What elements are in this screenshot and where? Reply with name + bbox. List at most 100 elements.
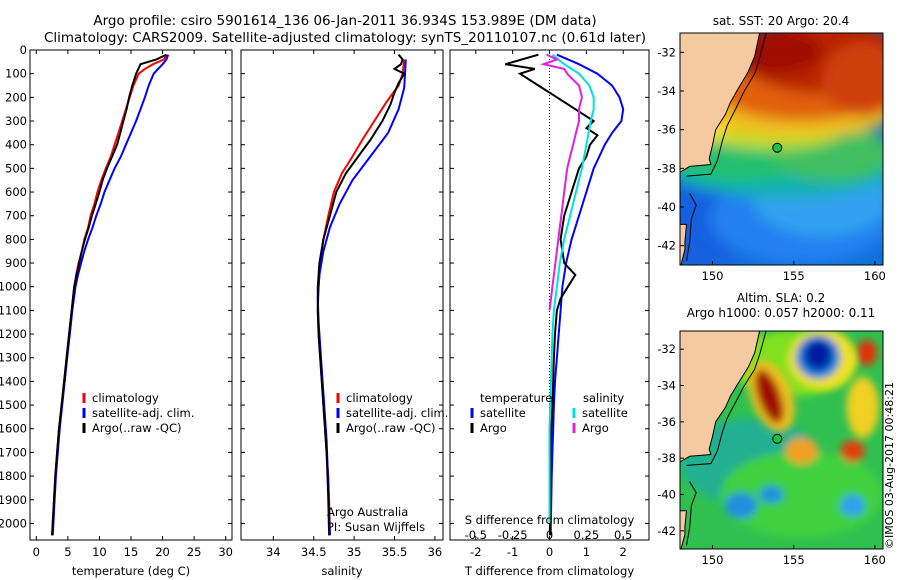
y-tick-label: 100 xyxy=(5,67,27,81)
field-blob xyxy=(840,440,865,462)
x-tick-label: 35 xyxy=(347,545,362,559)
map-field xyxy=(680,33,883,265)
map-y-tick-label: -32 xyxy=(657,342,676,356)
y-tick-label: 800 xyxy=(5,232,27,246)
series-line-argo xyxy=(505,53,599,536)
legend-label: Argo(..raw -QC) xyxy=(92,421,182,435)
y-tick-label: 500 xyxy=(5,161,27,175)
map-x-tick-label: 150 xyxy=(702,553,724,567)
x-axis-label: salinity xyxy=(321,564,362,578)
x-tick-label: 1 xyxy=(583,545,590,559)
eddy-cold-core xyxy=(803,339,833,371)
legend-label: climatology xyxy=(92,391,159,405)
x-tick-label: 20 xyxy=(155,545,170,559)
sla-map-title: Altim. SLA: 0.2 xyxy=(737,291,825,305)
shelf-contour xyxy=(686,33,767,177)
salinity-series-line-argo xyxy=(540,53,583,311)
legend-label: satellite xyxy=(480,406,526,420)
credit-line2: PI: Susan Wijffels xyxy=(327,520,425,534)
shelf-contour-south xyxy=(686,193,697,262)
plot-area xyxy=(241,50,443,540)
y-tick-label: 600 xyxy=(5,185,27,199)
figure-title-line1: Argo profile: csiro 5901614_136 06-Jan-2… xyxy=(93,13,596,29)
x-tick-label: 0 xyxy=(33,545,40,559)
y-tick-label: 2000 xyxy=(0,516,27,530)
field-blob xyxy=(785,437,819,464)
x-tick-label: 15 xyxy=(124,545,139,559)
sst-map: sat. SST: 20 Argo: 20.4 150 155 160 -32 -34 -3… xyxy=(657,14,886,283)
x-tick-label: 36 xyxy=(428,545,443,559)
x-tick-label: 2 xyxy=(620,545,627,559)
eddies xyxy=(748,331,857,432)
y-tick-label: 900 xyxy=(5,256,27,270)
map-frame xyxy=(679,330,884,550)
series-group xyxy=(316,54,407,536)
map-y-tick-label: -40 xyxy=(657,488,676,502)
series-line-satellite xyxy=(549,53,625,536)
y-tick-label: 1300 xyxy=(0,351,27,365)
map-x-tick-label: 155 xyxy=(783,553,805,567)
y-tick-label: 700 xyxy=(5,209,27,223)
map-y-tick-label: -36 xyxy=(657,415,676,429)
sst-map-title: sat. SST: 20 Argo: 20.4 xyxy=(713,14,850,28)
sla-map-subtitle: Argo h1000: 0.057 h2000: 0.11 xyxy=(687,306,876,320)
x-tick-label: 0 xyxy=(546,545,553,559)
y-tick-label: 200 xyxy=(5,90,27,104)
y-tick-label: 0 xyxy=(20,43,27,57)
top-axis-tick-label: 0.5 xyxy=(614,528,632,542)
salinity-series-line-satellite xyxy=(548,53,595,524)
x-tick-label: 10 xyxy=(92,545,107,559)
map-y-tick-label: -40 xyxy=(657,200,676,214)
plot-area xyxy=(30,50,232,540)
map-y-tick-label: -42 xyxy=(657,239,676,253)
tasmania xyxy=(680,510,688,549)
figure-title-line2: Climatology: CARS2009. Satellite-adjuste… xyxy=(44,30,646,46)
shelf-contour xyxy=(686,331,767,466)
y-tick-label: 1800 xyxy=(0,469,27,483)
map-x-tick-label: 155 xyxy=(783,269,805,283)
x-axis-label: temperature (deg C) xyxy=(72,564,190,578)
map-y-tick-label: -36 xyxy=(657,123,676,137)
y-tick-label: 1500 xyxy=(0,398,27,412)
y-tick-label: 1000 xyxy=(0,280,27,294)
salinity-panel: 34 34.5 35 35.5 36 salinity climatologysatelli… xyxy=(240,49,448,578)
legend-label: Argo(..raw -QC) xyxy=(346,421,436,435)
field-blobs xyxy=(680,33,883,265)
x-tick-label: 34.5 xyxy=(301,545,327,559)
field-blob xyxy=(846,376,879,438)
legend-label: satellite-adj. clim. xyxy=(92,406,194,420)
x-tick-label: 25 xyxy=(187,545,202,559)
land xyxy=(680,331,761,463)
top-axis-label: S difference from climatology xyxy=(465,513,635,527)
x-tick-label: -2 xyxy=(470,545,481,559)
map-y-tick-label: -42 xyxy=(657,524,676,538)
tasmania xyxy=(680,223,688,265)
top-axis-tick-label: 0.25 xyxy=(574,528,600,542)
series-group xyxy=(51,53,170,536)
field-blob xyxy=(720,450,883,539)
series-group xyxy=(505,50,625,540)
legend-title-temperature: temperature xyxy=(480,391,552,405)
map-y-tick-label: -38 xyxy=(657,451,676,465)
top-axis-tick-label: 0 xyxy=(546,528,553,542)
field-blob xyxy=(840,494,865,517)
x-tick-label: 30 xyxy=(218,545,233,559)
top-axis-tick-label: -0.25 xyxy=(498,528,528,542)
x-tick-label: 34 xyxy=(266,545,281,559)
legend-label: Argo xyxy=(480,421,507,435)
land xyxy=(680,33,761,173)
y-tick-label: 1200 xyxy=(0,327,27,341)
legend-title-salinity: salinity xyxy=(583,391,624,405)
x-tick-label: 35.5 xyxy=(382,545,408,559)
legend-label: Argo xyxy=(582,421,609,435)
y-tick-label: 1900 xyxy=(0,493,27,507)
argo-position-marker xyxy=(772,142,783,153)
legend-label: satellite xyxy=(582,406,628,420)
field-blob xyxy=(822,42,883,117)
argo-position-marker xyxy=(772,433,783,444)
legend-label: satellite-adj. clim. xyxy=(346,406,448,420)
series-line-argo---raw--qc- xyxy=(316,54,406,536)
map-x-tick-label: 160 xyxy=(864,553,886,567)
series-line-argo---raw--qc- xyxy=(51,53,167,536)
